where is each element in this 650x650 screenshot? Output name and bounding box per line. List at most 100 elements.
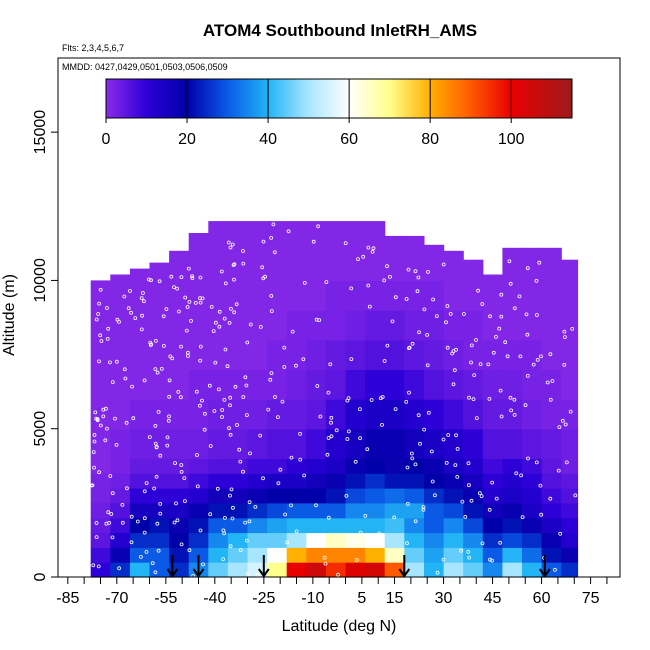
heatmap-cell [227,428,249,459]
observation-point [466,461,471,466]
observation-point [92,433,97,437]
heatmap-cell [443,399,464,430]
heatmap-cell [227,562,249,578]
heatmap-cell [149,547,170,563]
observation-point [318,414,323,419]
observation-point [178,395,183,400]
heatmap-cell [149,280,170,311]
observation-point [385,264,389,269]
observation-point [573,493,578,498]
heatmap-cell [306,250,327,282]
heatmap-cell [345,473,366,489]
heatmap-cell [110,310,131,341]
heatmap-cell [424,517,445,534]
observation-point [247,500,252,505]
observation-point [539,354,543,359]
heatmap-cell [502,458,523,474]
heatmap-cell [365,221,386,252]
heatmap-cell [541,310,562,341]
colorbar: 0 20 40 60 80 100 [102,78,573,148]
observation-point [106,510,111,515]
observation-point [294,529,299,534]
heatmap-cell [502,280,523,311]
observation-point [269,293,274,298]
observation-point [280,399,285,404]
observation-point [488,557,492,562]
y-tick-label: 15000 [32,110,49,155]
observation-point [232,277,236,282]
observation-point [167,414,171,419]
observation-point [193,300,198,305]
heatmap-cell [169,428,190,459]
observation-point [258,324,263,329]
heatmap-cell [149,517,170,534]
heatmap-cell [325,547,347,563]
observation-point [128,289,132,293]
heatmap-cell [90,547,111,563]
observation-point [198,358,203,363]
observation-point [94,521,99,525]
observation-point [494,496,499,501]
observation-point [158,501,163,506]
heatmap-cell [227,502,249,519]
colorbar-gradient [105,78,573,119]
heatmap-cell [384,473,405,489]
heatmap-cell [384,399,405,430]
observation-point [175,286,180,291]
heatmap-cell [169,399,190,430]
observation-point [222,316,227,321]
observation-point [558,531,563,536]
observation-point [190,276,195,281]
observation-point [550,379,555,383]
observation-point [494,334,498,339]
observation-point [459,548,464,553]
x-tick-label: -55 [154,590,177,607]
heatmap-cell [208,369,229,400]
heatmap-cell [365,547,386,563]
heatmap-cell [90,339,111,370]
observation-point [390,319,395,324]
observation-point [168,354,173,359]
heatmap-cell [267,399,288,430]
observation-point [302,473,307,478]
observation-point [152,486,157,491]
heatmap-cell [286,369,307,400]
observation-points [89,222,578,578]
heatmap-cell [522,310,543,341]
observation-point [212,409,217,413]
observation-point [336,572,341,577]
heatmap-cell [365,428,386,459]
heatmap-cell [561,502,579,519]
observation-point [422,427,427,432]
heatmap-cell [561,473,579,489]
heatmap-cell [325,399,347,430]
observation-point [469,343,474,348]
observation-point [329,420,333,425]
heatmap-cell [463,547,484,563]
observation-point [431,297,436,302]
heatmap-cell [463,488,484,504]
heatmap-cell [365,280,386,311]
observation-point [466,483,471,488]
observation-point [153,338,158,343]
observation-point [316,224,321,229]
observation-point [538,483,543,488]
observation-point [563,335,567,340]
observation-point [505,354,510,359]
heatmap-cell [286,310,307,341]
observation-point [109,512,114,516]
observation-point [526,456,530,461]
heatmap-cell [404,458,425,474]
observation-point [488,314,493,319]
observation-point [198,300,203,305]
observation-point [98,333,103,338]
heatmap-cell [247,488,268,504]
heatmap-cell [384,339,405,370]
observation-point [326,436,331,440]
observation-point [153,423,158,428]
observation-point [508,281,513,286]
observation-point [232,262,237,267]
heatmap-cell [345,250,366,282]
observation-point [344,493,349,498]
heatmap-cell [463,517,484,534]
